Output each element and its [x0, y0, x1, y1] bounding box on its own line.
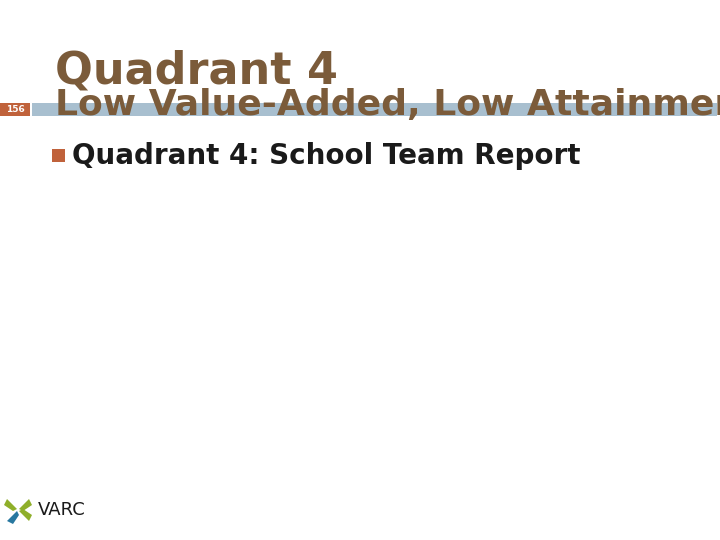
Text: 156: 156: [6, 105, 24, 114]
Polygon shape: [7, 511, 19, 524]
Bar: [52, 149, 65, 162]
Polygon shape: [4, 499, 17, 511]
Text: Quadrant 4: School Team Report: Quadrant 4: School Team Report: [72, 141, 580, 170]
Text: VARC: VARC: [38, 501, 86, 519]
Polygon shape: [19, 509, 32, 521]
Bar: [32, 103, 717, 116]
Text: Low Value-Added, Low Attainment: Low Value-Added, Low Attainment: [55, 88, 720, 122]
Polygon shape: [19, 499, 32, 511]
Bar: [0, 103, 30, 116]
Text: Quadrant 4: Quadrant 4: [55, 50, 338, 93]
